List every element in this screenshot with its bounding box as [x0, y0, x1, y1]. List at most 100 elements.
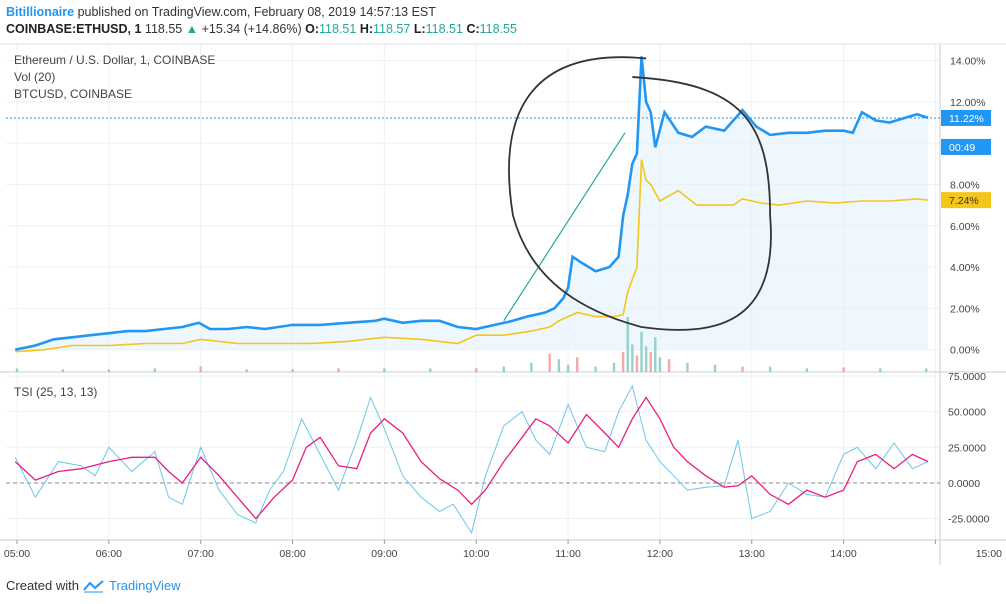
volume-bar — [879, 368, 882, 372]
tsi-legend[interactable]: TSI (25, 13, 13) — [14, 385, 98, 399]
volume-bar — [530, 362, 533, 372]
price-label-text: 7.24% — [949, 195, 979, 207]
hand-drawn-circle — [508, 56, 772, 331]
volume-bar — [61, 369, 65, 372]
volume-bar — [548, 353, 551, 372]
tradingview-brand[interactable]: TradingView — [108, 578, 181, 593]
volume-bar — [925, 368, 928, 372]
time-tick-label: 09:00 — [371, 548, 397, 560]
ohlc-header: COINBASE:ETHUSD, 1 118.55 ▲ +15.34 (+14.… — [6, 22, 517, 36]
tsi-line — [14, 396, 929, 520]
price-tick-label: 8.00% — [950, 179, 980, 191]
volume-bar — [107, 369, 111, 372]
price-change: +15.34 (+14.86%) — [201, 22, 302, 36]
price-tick-label: 12.00% — [950, 97, 986, 109]
volume-bar — [383, 368, 386, 372]
publisher-link[interactable]: Bitillionaire — [6, 5, 75, 19]
volume-bar — [245, 369, 248, 372]
volume-bar — [654, 337, 657, 372]
volume-bar — [15, 368, 19, 372]
btcusd-line — [15, 159, 929, 353]
created-with-text: Created with — [6, 578, 79, 593]
volume-bar — [649, 351, 652, 372]
volume-bar — [475, 368, 478, 372]
volume-bar — [768, 366, 772, 372]
time-tick-label: 13:00 — [739, 548, 765, 560]
high-label: H: — [359, 22, 374, 36]
time-tick-label: 07:00 — [188, 548, 214, 560]
volume-bar — [621, 351, 625, 372]
tsi-signal-line — [14, 384, 929, 535]
published-text: published on TradingView.com, February 0… — [77, 5, 436, 19]
tsi-tick-label: 75.0000 — [948, 371, 986, 383]
volume-bar — [842, 367, 845, 372]
time-tick-label: 08:00 — [279, 548, 305, 560]
price-tick-label: 6.00% — [950, 221, 980, 233]
volume-bar — [644, 346, 648, 372]
price-label-box — [941, 192, 991, 209]
volume-bar — [594, 366, 597, 372]
open-label: O: — [305, 22, 320, 36]
volume-bar — [713, 364, 717, 372]
low-value: 118.51 — [425, 22, 463, 36]
volume-bar — [337, 368, 340, 372]
last-price: 118.55 — [144, 22, 183, 36]
open-value: 118.51 — [319, 22, 357, 36]
time-tick-label: 14:00 — [830, 548, 856, 560]
price-label-box — [941, 109, 991, 126]
volume-bar — [658, 357, 662, 372]
volume-bar — [566, 364, 570, 372]
price-label-text: 11.22% — [949, 113, 984, 125]
price-tick-label: 14.00% — [950, 56, 986, 68]
time-tick-label: 05:00 — [4, 548, 30, 560]
tsi-tick-label: -25.0000 — [948, 514, 990, 526]
compare-legend[interactable]: BTCUSD, COINBASE — [14, 87, 133, 101]
volume-bar — [153, 368, 156, 372]
volume-bar — [741, 366, 744, 372]
tsi-panel — [6, 384, 940, 535]
tradingview-logo-icon — [83, 579, 104, 593]
tsi-tick-label: 0.0000 — [948, 478, 980, 490]
ethusd-line — [14, 56, 929, 351]
close-value: 118.55 — [479, 22, 517, 36]
main-series-legend[interactable]: Ethereum / U.S. Dollar, 1, COINBASE — [14, 53, 216, 67]
price-lines — [6, 56, 940, 353]
volume-legend[interactable]: Vol (20) — [14, 70, 56, 84]
high-value: 118.57 — [373, 22, 411, 36]
annotations — [503, 56, 772, 331]
time-tick-label: 11:00 — [555, 548, 581, 560]
price-tick-label: 4.00% — [950, 262, 980, 274]
volume-bar — [631, 344, 634, 372]
axes: 14.00%12.00%10.00%8.00%6.00%4.00%2.00%0.… — [4, 56, 1002, 560]
price-tick-label: 2.00% — [950, 303, 980, 315]
volume-bar — [686, 362, 689, 372]
volume-bar — [557, 359, 561, 372]
price-label-text: 00:49 — [949, 142, 975, 154]
volume-bar — [429, 368, 432, 372]
footer: Created with TradingView — [6, 578, 181, 593]
volume-bar — [805, 368, 809, 372]
volume-bar — [640, 331, 643, 372]
volume-bar — [576, 357, 579, 372]
time-tick-label: 06:00 — [96, 548, 122, 560]
low-label: L: — [413, 22, 426, 36]
volume-bar — [291, 369, 294, 372]
volume-bar — [502, 366, 505, 372]
volume-bar — [199, 366, 202, 372]
volume-bar — [626, 317, 629, 372]
symbol-label: COINBASE:ETHUSD, 1 — [6, 22, 142, 36]
close-label: C: — [466, 22, 480, 36]
eth-area — [15, 56, 929, 350]
time-tick-label: 15:00 — [976, 548, 1002, 560]
tsi-tick-label: 50.0000 — [948, 407, 986, 419]
volume-bar — [635, 355, 639, 372]
publish-header: Bitillionaire published on TradingView.c… — [6, 5, 436, 19]
eth-area-fill — [15, 56, 929, 350]
tsi-tick-label: 25.0000 — [948, 442, 986, 454]
volume-bar — [612, 362, 616, 372]
time-tick-label: 12:00 — [647, 548, 673, 560]
time-tick-label: 10:00 — [463, 548, 489, 560]
volume-bars — [15, 317, 928, 372]
price-label-box — [941, 138, 991, 155]
